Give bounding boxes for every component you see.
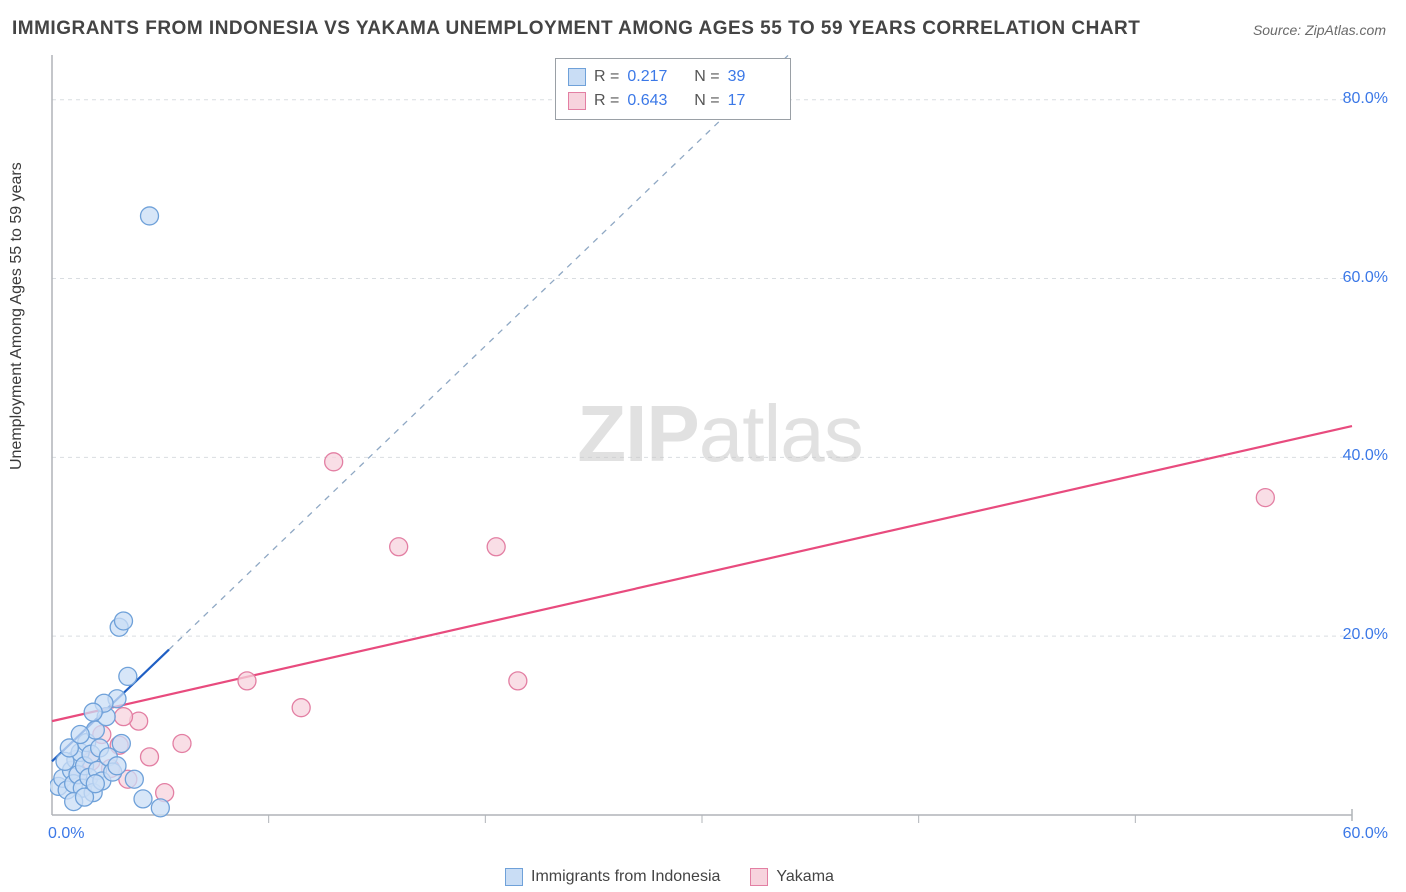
y-tick-label: 60.0% (1343, 269, 1388, 287)
chart-title: IMMIGRANTS FROM INDONESIA VS YAKAMA UNEM… (12, 18, 1140, 40)
legend-swatch (750, 868, 768, 886)
n-label: N = (685, 65, 719, 89)
r-value: 0.217 (627, 65, 677, 89)
legend-label: Yakama (776, 868, 834, 886)
n-label: N = (685, 89, 719, 113)
chart-svg (50, 55, 1390, 845)
y-tick-label: 80.0% (1343, 90, 1388, 108)
legend-label: Immigrants from Indonesia (531, 868, 720, 886)
series-swatch (568, 92, 586, 110)
stats-box: R = 0.217 N = 39 R = 0.643 N = 17 (555, 58, 791, 120)
r-value: 0.643 (627, 89, 677, 113)
legend-swatch (505, 868, 523, 886)
r-label: R = (594, 65, 619, 89)
legend-item: Yakama (750, 868, 834, 886)
stats-row: R = 0.217 N = 39 (568, 65, 778, 89)
legend: Immigrants from Indonesia Yakama (505, 868, 834, 886)
y-axis-label: Unemployment Among Ages 55 to 59 years (8, 162, 26, 470)
y-tick-label: 40.0% (1343, 447, 1388, 465)
n-value: 17 (728, 89, 778, 113)
n-value: 39 (728, 65, 778, 89)
x-tick-label: 0.0% (48, 825, 84, 843)
scatter-plot: ZIPatlas (50, 55, 1390, 845)
stats-row: R = 0.643 N = 17 (568, 89, 778, 113)
series-swatch (568, 68, 586, 86)
legend-item: Immigrants from Indonesia (505, 868, 720, 886)
source-label: Source: ZipAtlas.com (1253, 22, 1386, 38)
y-tick-label: 20.0% (1343, 626, 1388, 644)
x-tick-label: 60.0% (1343, 825, 1388, 843)
r-label: R = (594, 89, 619, 113)
